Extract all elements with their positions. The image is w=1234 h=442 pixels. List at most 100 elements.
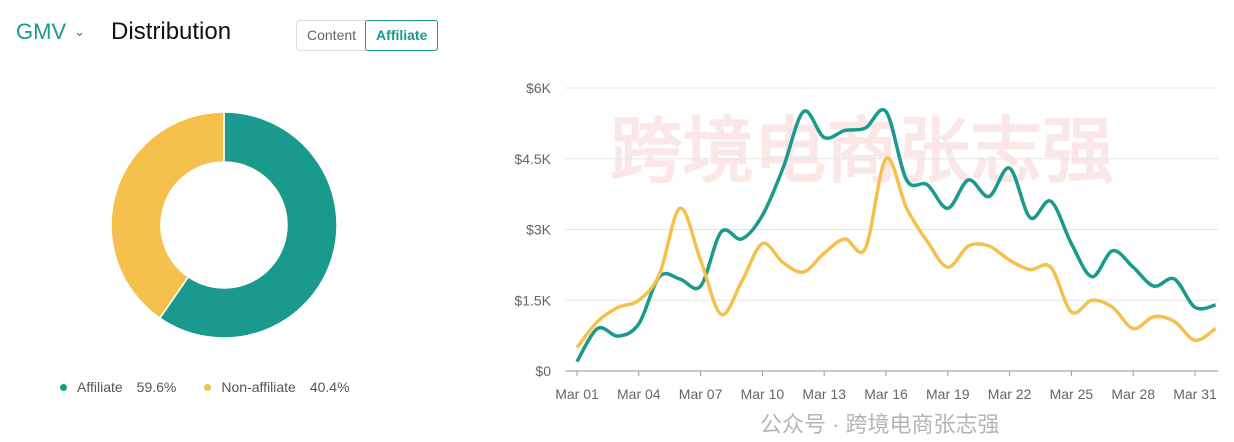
header: GMV ⌄ Distribution [16,18,231,46]
data-point[interactable] [921,235,933,247]
data-point[interactable] [818,247,830,259]
data-point[interactable] [859,122,871,134]
data-point[interactable] [798,106,810,118]
data-point[interactable] [962,240,974,252]
data-point[interactable] [1107,301,1119,313]
donut-slice-non-affiliate[interactable] [110,111,225,320]
legend-label: Non-affiliate [221,379,296,395]
data-point[interactable] [736,233,748,245]
data-point[interactable] [880,106,892,118]
data-point[interactable] [880,153,892,165]
data-point[interactable] [1107,245,1119,257]
data-point[interactable] [1127,323,1139,335]
data-point[interactable] [695,280,707,292]
y-tick-label: $1.5K [514,292,551,308]
legend-affiliate[interactable]: Affiliate 59.6% [60,379,176,395]
data-point[interactable] [612,301,624,313]
data-point[interactable] [962,174,974,186]
data-point[interactable] [1189,334,1201,346]
donut-slice-affiliate[interactable] [158,111,338,339]
x-tick-label: Mar 16 [864,386,908,402]
data-point[interactable] [736,275,748,287]
data-point[interactable] [592,315,604,327]
data-point[interactable] [571,341,583,353]
x-tick-label: Mar 19 [926,386,970,402]
data-point[interactable] [983,190,995,202]
data-point[interactable] [612,330,624,342]
data-point[interactable] [983,240,995,252]
data-point[interactable] [1168,273,1180,285]
data-point[interactable] [1024,264,1036,276]
y-tick-label: $4.5K [514,151,551,167]
non-affiliate-dot-icon [204,383,212,391]
series-line-affiliate [575,107,1217,363]
y-tick-label: $3K [526,222,552,238]
legend-label: Affiliate [77,379,123,395]
data-point[interactable] [1024,212,1036,224]
x-tick-label: Mar 28 [1111,386,1155,402]
metric-label: GMV [16,19,67,44]
chevron-down-icon: ⌄ [74,24,86,39]
data-point[interactable] [901,174,913,186]
data-point[interactable] [1210,299,1222,311]
data-point[interactable] [715,308,727,320]
data-point[interactable] [901,202,913,214]
data-point[interactable] [756,209,768,221]
y-tick-label: $0 [535,363,551,379]
x-tick-label: Mar 13 [802,386,846,402]
data-point[interactable] [839,124,851,136]
data-point[interactable] [1065,238,1077,250]
tab-content[interactable]: Content [307,27,357,43]
data-point[interactable] [674,273,686,285]
data-point[interactable] [1045,195,1057,207]
data-point[interactable] [1086,294,1098,306]
legend-value: 40.4% [309,379,350,395]
donut-legend: Affiliate 59.6% Non-affiliate 40.4% [60,379,378,395]
data-point[interactable] [1189,301,1201,313]
data-point[interactable] [942,202,954,214]
affiliate-dot-icon [60,383,67,391]
data-point[interactable] [921,179,933,191]
x-tick-label: Mar 31 [1173,386,1217,402]
data-point[interactable] [1004,254,1016,266]
data-point[interactable] [1148,311,1160,323]
data-point[interactable] [818,132,830,144]
data-point[interactable] [633,318,645,330]
x-tick-label: Mar 10 [741,386,785,402]
data-point[interactable] [756,238,768,250]
page-title: Distribution [111,18,232,45]
data-point[interactable] [942,261,954,273]
legend-value: 59.6% [136,379,177,395]
x-tick-label: Mar 01 [555,386,599,402]
data-point[interactable] [1086,271,1098,283]
data-point[interactable] [1127,261,1139,273]
data-point[interactable] [1045,261,1057,273]
data-point[interactable] [633,294,645,306]
data-point[interactable] [653,268,665,280]
legend-non-affiliate[interactable]: Non-affiliate 40.4% [204,379,350,395]
data-point[interactable] [1065,306,1077,318]
x-tick-label: Mar 22 [988,386,1032,402]
data-point[interactable] [777,257,789,269]
data-point[interactable] [695,254,707,266]
view-toggle: Content Affiliate [296,20,439,51]
data-point[interactable] [1148,280,1160,292]
data-point[interactable] [674,202,686,214]
data-point[interactable] [715,226,727,238]
x-tick-label: Mar 07 [679,386,723,402]
x-tick-label: Mar 04 [617,386,661,402]
data-point[interactable] [1210,323,1222,335]
data-point[interactable] [571,356,583,368]
series-line-non-affiliate [575,156,1217,349]
data-point[interactable] [798,266,810,278]
x-tick-label: Mar 25 [1050,386,1094,402]
data-point[interactable] [777,162,789,174]
data-point[interactable] [1004,162,1016,174]
data-point[interactable] [1168,315,1180,327]
data-point[interactable] [859,242,871,254]
tab-affiliate[interactable]: Affiliate [365,20,439,51]
metric-dropdown[interactable]: GMV ⌄ [16,19,85,45]
data-point[interactable] [839,233,851,245]
y-tick-label: $6K [526,80,552,96]
